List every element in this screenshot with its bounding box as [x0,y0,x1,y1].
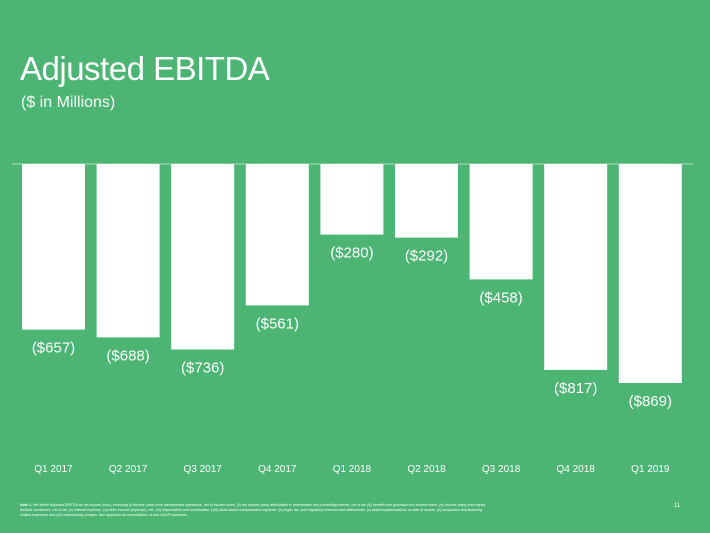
bar-0 [22,164,85,330]
footnote-label: Note 1. [20,503,32,507]
category-label-5: Q2 2018 [407,464,446,475]
footnote-text: We define Adjusted EBITDA as net income … [20,503,486,518]
category-label-3: Q4 2017 [258,464,297,475]
value-label-7: ($817) [554,380,597,397]
bar-7 [544,164,608,370]
category-label-7: Q4 2018 [557,464,596,475]
category-label-2: Q3 2017 [184,464,223,475]
value-label-8: ($869) [629,393,672,410]
page-title: Adjusted EBITDA [20,50,270,87]
value-label-5: ($292) [405,248,448,265]
value-label-2: ($736) [181,360,224,377]
adjusted-ebitda-bar-chart: ($657) ($688) ($736) ($561) ($280) ($292) ($45… [12,163,693,475]
bar-3 [245,164,309,306]
bar-2 [171,164,235,350]
value-label-3: ($561) [256,315,299,332]
bar-4 [320,164,384,235]
value-label-0: ($657) [32,340,75,357]
bar-6 [469,164,533,280]
category-label-8: Q1 2019 [631,464,670,475]
bar-8 [618,164,682,383]
value-labels-group: ($657) ($688) ($736) ($561) ($280) ($292) ($45… [32,245,672,410]
page-subtitle: ($ in Millions) [21,94,116,111]
value-label-6: ($458) [479,289,522,306]
category-label-6: Q3 2018 [482,464,521,475]
category-label-4: Q1 2018 [333,464,372,475]
page-number: 11 [674,503,681,509]
bar-1 [96,164,160,338]
bars-group [22,164,682,383]
category-labels-group: Q1 2017 Q2 2017 Q3 2017 Q4 2017 Q1 2018 Q2 20… [34,464,670,475]
category-label-1: Q2 2017 [109,464,148,475]
value-label-1: ($688) [106,347,149,364]
category-label-0: Q1 2017 [34,464,73,475]
footnote: Note 1. We define Adjusted EBITDA as net… [20,503,490,519]
bar-5 [395,164,458,238]
value-label-4: ($280) [330,245,373,262]
